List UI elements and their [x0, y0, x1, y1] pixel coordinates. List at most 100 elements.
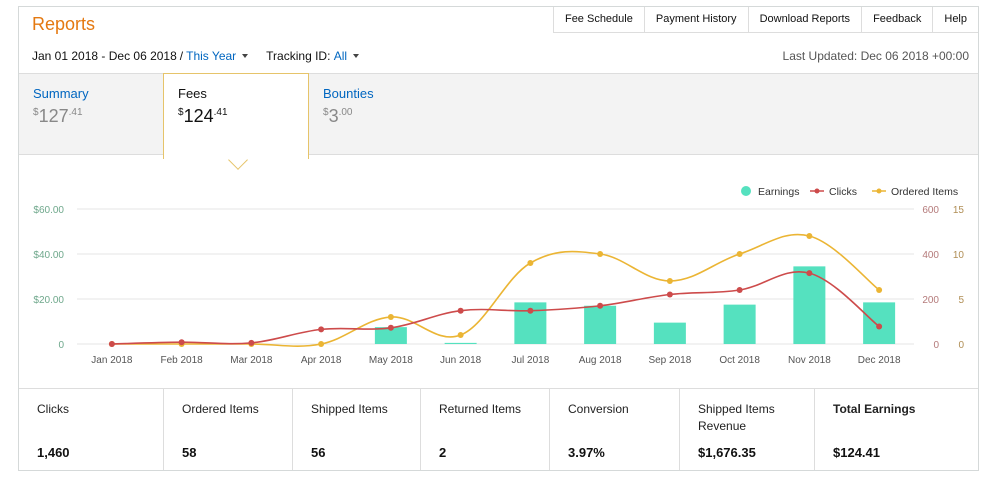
- tab-label: Fees: [178, 86, 207, 101]
- stat-value: $124.41: [833, 445, 880, 460]
- x-axis-tick-label: Feb 2018: [160, 355, 203, 366]
- clicks-point: [108, 341, 115, 347]
- help-link[interactable]: Help: [932, 7, 978, 33]
- y-axis-tick-label: $40.00: [33, 250, 64, 261]
- x-axis-tick-label: Aug 2018: [579, 355, 622, 366]
- earnings-bar: [793, 266, 826, 344]
- clicks-axis-tick-label: 400: [922, 250, 939, 261]
- ordered-axis-tick-label: 10: [953, 250, 965, 261]
- page-title: Reports: [32, 14, 96, 34]
- clicks-point: [876, 323, 883, 330]
- stat-conversion: Conversion 3.97%: [550, 389, 680, 470]
- stat-value: $1,676.35: [698, 445, 756, 460]
- stat-value: 56: [311, 445, 326, 460]
- ordered-axis-tick-label: 0: [958, 340, 964, 351]
- fee-schedule-link[interactable]: Fee Schedule: [552, 7, 645, 33]
- date-preset-dropdown[interactable]: This Year: [186, 49, 249, 63]
- x-axis-tick-label: Sep 2018: [648, 355, 691, 366]
- tab-summary[interactable]: Summary $127.41: [19, 74, 163, 156]
- stat-label: Conversion: [568, 402, 629, 416]
- x-axis-tick-label: May 2018: [369, 355, 413, 366]
- ordered-items-point: [457, 332, 464, 338]
- stat-value: 58: [182, 445, 197, 460]
- x-axis-tick-label: Nov 2018: [788, 355, 831, 366]
- clicks-point: [457, 307, 464, 314]
- stat-shipped-items: Shipped Items 56: [293, 389, 421, 470]
- stat-label: Returned Items: [439, 402, 522, 416]
- earnings-bar: [374, 327, 407, 344]
- clicks-point: [248, 339, 255, 346]
- stat-total-earnings: Total Earnings $124.41: [815, 389, 978, 470]
- clicks-point: [527, 307, 534, 314]
- earnings-bar: [653, 322, 686, 344]
- y-axis-tick-label: 0: [58, 340, 64, 351]
- ordered-items-line: [111, 233, 880, 347]
- clicks-point: [178, 339, 185, 346]
- legend-line-swatch-dot: [814, 188, 820, 194]
- x-axis-tick-label: Mar 2018: [230, 355, 273, 366]
- earnings-bar: [584, 305, 617, 344]
- date-separator: /: [179, 49, 184, 63]
- tracking-id-dropdown[interactable]: All: [333, 49, 360, 63]
- date-preset-label: This Year: [186, 49, 237, 63]
- stat-label: Ordered Items: [182, 402, 259, 416]
- tab-bounties[interactable]: Bounties $3.00: [309, 74, 459, 156]
- payment-history-link[interactable]: Payment History: [643, 7, 749, 33]
- stat-ordered-items: Ordered Items 58: [164, 389, 293, 470]
- date-range-text: Jan 01 2018 - Dec 06 2018: [32, 49, 177, 63]
- stat-returned-items: Returned Items 2: [421, 389, 550, 470]
- tab-label: Bounties: [323, 86, 374, 101]
- tab-fees[interactable]: Fees $124.41: [163, 73, 309, 170]
- legend-earnings-swatch: [741, 186, 751, 196]
- ordered-axis-tick-label: 5: [958, 295, 964, 306]
- ordered-items-point: [736, 251, 743, 257]
- clicks-point: [318, 326, 325, 333]
- ordered-items-point: [666, 278, 673, 284]
- tab-label: Summary: [33, 86, 89, 101]
- top-nav: Fee Schedule Payment History Download Re…: [552, 7, 978, 33]
- clicks-axis-tick-label: 0: [933, 340, 939, 351]
- stat-label: Clicks: [37, 402, 69, 416]
- feedback-link[interactable]: Feedback: [861, 7, 934, 33]
- stat-value: 1,460: [37, 445, 70, 460]
- x-axis-tick-label: Apr 2018: [301, 355, 342, 366]
- last-updated: Last Updated: Dec 06 2018 +00:00: [782, 49, 969, 63]
- tab-amount: $127.41: [33, 106, 83, 126]
- caret-down-icon: [242, 54, 249, 59]
- ordered-items-point: [806, 233, 813, 239]
- clicks-point: [806, 270, 813, 277]
- ordered-items-point: [318, 341, 325, 347]
- reports-panel: Reports Fee Schedule Payment History Dow…: [18, 6, 979, 471]
- stat-label: Shipped Items: [311, 402, 388, 416]
- earnings-chart: $60.00 $40.00 $20.00 0 600 400 200 0 15 10 5 0 Jan 2…: [33, 186, 965, 366]
- legend-label: Clicks: [829, 186, 857, 198]
- x-axis-tick-label: Dec 2018: [858, 355, 901, 366]
- clicks-line: [111, 271, 880, 345]
- stat-shipped-revenue: Shipped Items Revenue $1,676.35: [680, 389, 815, 470]
- clicks-point: [736, 287, 743, 293]
- clicks-point: [666, 291, 673, 298]
- tab-amount: $124.41: [178, 106, 228, 126]
- stats-row: Clicks 1,460 Ordered Items 58 Shipped It…: [19, 388, 978, 470]
- tab-amount: $3.00: [323, 106, 353, 126]
- ordered-items-point: [387, 314, 394, 320]
- legend-label: Earnings: [758, 186, 799, 198]
- tracking-id-value: All: [333, 49, 348, 63]
- stat-label: Shipped Items Revenue: [698, 402, 775, 433]
- legend-label: Ordered Items: [891, 186, 958, 198]
- download-reports-link[interactable]: Download Reports: [747, 7, 863, 33]
- earnings-bar: [723, 304, 756, 344]
- x-axis-tick-label: Oct 2018: [719, 355, 760, 366]
- earnings-bar: [444, 342, 477, 344]
- stat-label: Total Earnings: [833, 402, 916, 416]
- legend-line-swatch-dot: [876, 188, 882, 194]
- clicks-point: [597, 302, 604, 309]
- filter-bar: Jan 01 2018 - Dec 06 2018 / This Year Tr…: [32, 49, 360, 63]
- ordered-items-point: [597, 251, 604, 257]
- stat-clicks: Clicks 1,460: [19, 389, 164, 470]
- x-axis-tick-label: Jun 2018: [440, 355, 482, 366]
- stat-value: 3.97%: [568, 445, 605, 460]
- clicks-axis-tick-label: 600: [922, 205, 939, 216]
- clicks-axis-tick-label: 200: [922, 295, 939, 306]
- ordered-axis-tick-label: 15: [953, 205, 965, 216]
